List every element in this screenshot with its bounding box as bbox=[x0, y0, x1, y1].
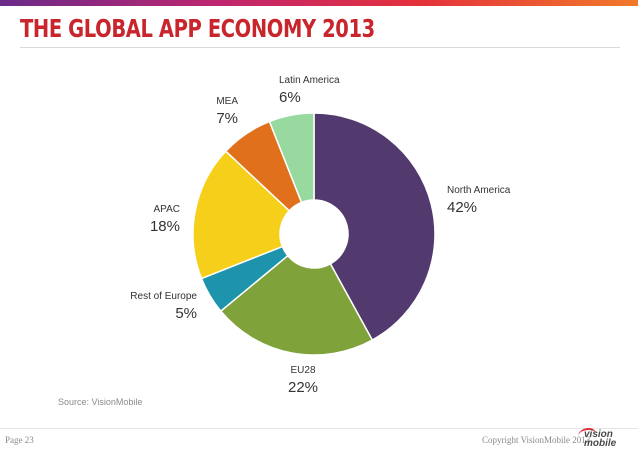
slice-value-eu28: 22% bbox=[288, 379, 318, 396]
slice-value-rest-of-europe: 5% bbox=[175, 305, 197, 322]
top-accent-bar bbox=[0, 0, 638, 6]
slice-value-apac: 18% bbox=[150, 218, 180, 235]
title-divider bbox=[20, 47, 620, 48]
source-note: Source: VisionMobile bbox=[58, 397, 143, 407]
slice-latin-america bbox=[268, 112, 315, 204]
slice-label-apac: APAC bbox=[154, 204, 181, 215]
slice-label-mea: MEA bbox=[216, 96, 238, 107]
visionmobile-logo: vision mobile bbox=[578, 428, 630, 450]
slice-label-eu28: EU28 bbox=[290, 365, 315, 376]
slice-value-mea: 7% bbox=[216, 110, 238, 127]
logo-swoosh-icon bbox=[578, 428, 596, 442]
copyright-text: Copyright VisionMobile 2013 bbox=[482, 435, 591, 445]
slice-label-rest-of-europe: Rest of Europe bbox=[130, 291, 197, 302]
logo-line-1: vision bbox=[584, 429, 613, 440]
slice-apac bbox=[192, 150, 291, 280]
logo-line-2: mobile bbox=[584, 438, 617, 449]
page-number: Page 23 bbox=[5, 435, 34, 445]
footer-divider bbox=[0, 428, 638, 429]
slide-title: THE GLOBAL APP ECONOMY 2013 bbox=[20, 14, 375, 43]
slice-value-north-america: 42% bbox=[447, 199, 477, 216]
slice-label-latin-america: Latin America bbox=[279, 75, 340, 86]
slice-value-latin-america: 6% bbox=[279, 89, 301, 106]
slice-label-north-america: North America bbox=[447, 185, 511, 196]
slice-north-america bbox=[313, 112, 436, 342]
